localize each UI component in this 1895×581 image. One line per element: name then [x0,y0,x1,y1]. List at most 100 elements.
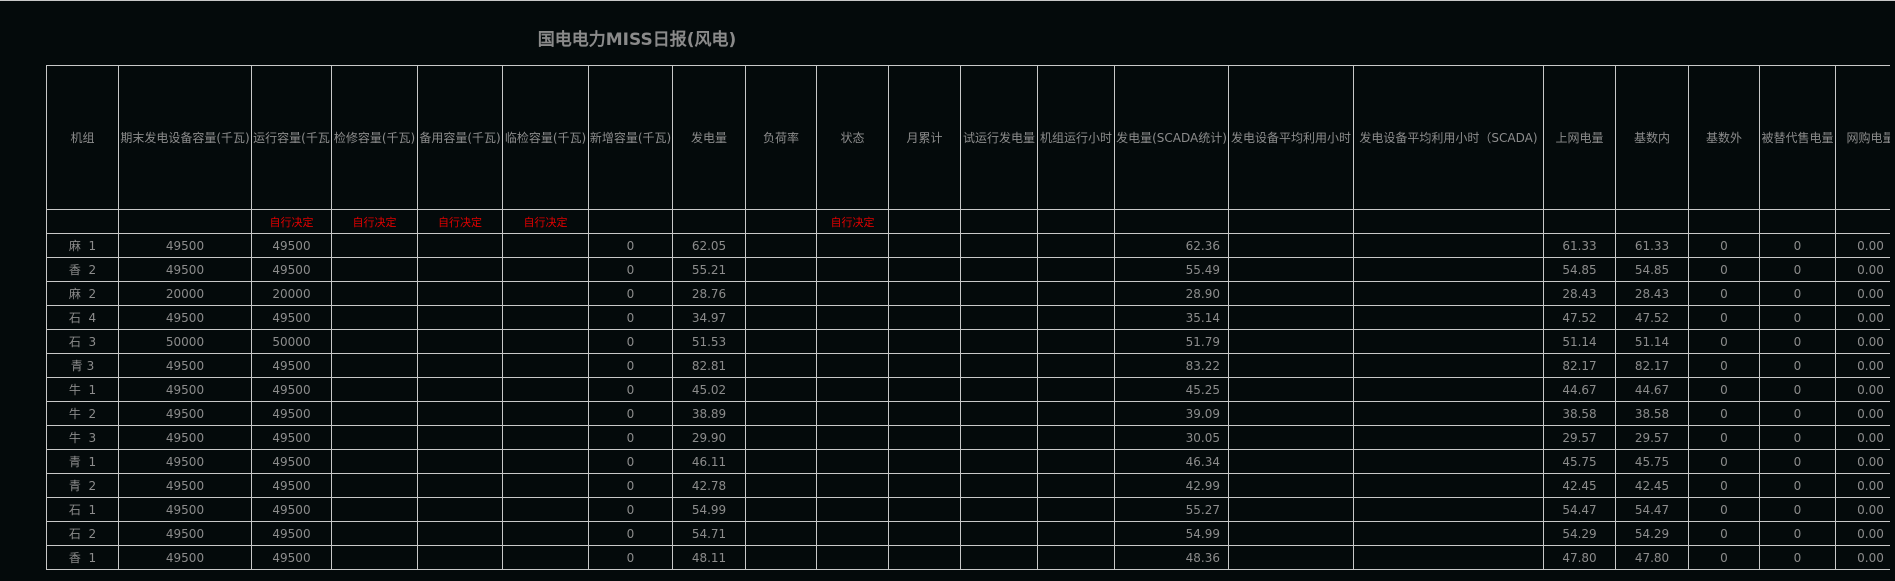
table-cell[interactable] [417,449,503,474]
table-cell[interactable]: 0.00 [1835,521,1890,546]
table-cell[interactable]: 29.90 [672,425,746,450]
table-cell[interactable] [502,545,589,570]
table-cell[interactable] [1037,401,1115,426]
table-cell[interactable] [888,497,961,522]
table-cell[interactable]: 0 [1759,473,1836,498]
table-cell[interactable] [745,353,817,378]
table-cell[interactable] [745,497,817,522]
table-cell[interactable]: 0 [588,329,673,354]
table-cell[interactable] [417,425,503,450]
table-cell[interactable]: 48.11 [672,545,746,570]
table-cell[interactable] [1037,473,1115,498]
table-cell[interactable] [331,473,418,498]
table-cell[interactable] [745,449,817,474]
table-cell[interactable] [816,281,889,306]
table-cell[interactable]: 34.97 [672,305,746,330]
table-cell[interactable] [888,449,961,474]
table-cell[interactable]: 0.00 [1835,257,1890,282]
table-cell[interactable]: 49500 [118,305,252,330]
table-cell[interactable] [1353,281,1544,306]
table-cell[interactable] [417,353,503,378]
table-cell[interactable] [417,329,503,354]
table-cell[interactable] [417,257,503,282]
table-cell[interactable]: 0 [1759,425,1836,450]
table-cell[interactable] [1353,257,1544,282]
table-cell[interactable] [1037,521,1115,546]
table-cell[interactable]: 49500 [118,377,252,402]
table-cell[interactable]: 49500 [251,449,332,474]
table-cell[interactable]: 0.00 [1835,329,1890,354]
unit-name-cell[interactable]: 麻 1 [46,233,119,258]
table-cell[interactable]: 0 [1759,257,1836,282]
table-cell[interactable] [502,449,589,474]
table-cell[interactable] [888,329,961,354]
table-cell[interactable]: 0 [1759,545,1836,570]
table-cell[interactable] [502,257,589,282]
unit-name-cell[interactable]: 石 2 [46,521,119,546]
table-cell[interactable] [417,473,503,498]
table-cell[interactable] [1353,425,1544,450]
table-cell[interactable] [502,353,589,378]
table-cell[interactable] [960,521,1038,546]
table-cell[interactable] [502,305,589,330]
table-cell[interactable]: 49500 [251,233,332,258]
table-cell[interactable]: 38.58 [1543,401,1616,426]
table-cell[interactable]: 82.17 [1543,353,1616,378]
table-cell[interactable]: 62.36 [1114,233,1229,258]
table-cell[interactable]: 82.17 [1615,353,1689,378]
table-cell[interactable] [331,401,418,426]
table-cell[interactable]: 0 [1759,401,1836,426]
table-cell[interactable]: 0.00 [1835,305,1890,330]
table-cell[interactable]: 45.25 [1114,377,1229,402]
table-cell[interactable]: 0 [1688,281,1760,306]
table-cell[interactable]: 45.02 [672,377,746,402]
table-cell[interactable] [502,521,589,546]
table-cell[interactable] [502,497,589,522]
table-cell[interactable] [1037,257,1115,282]
table-cell[interactable]: 49500 [118,401,252,426]
table-cell[interactable]: 0.00 [1835,545,1890,570]
table-cell[interactable] [417,401,503,426]
table-cell[interactable]: 0 [588,257,673,282]
table-cell[interactable] [960,473,1038,498]
table-cell[interactable]: 49500 [118,497,252,522]
table-cell[interactable]: 49500 [251,257,332,282]
table-cell[interactable] [331,425,418,450]
table-cell[interactable] [745,401,817,426]
table-cell[interactable] [816,353,889,378]
table-cell[interactable]: 54.85 [1615,257,1689,282]
table-cell[interactable] [816,497,889,522]
table-cell[interactable] [816,401,889,426]
table-cell[interactable]: 42.45 [1615,473,1689,498]
table-cell[interactable]: 0 [588,233,673,258]
unit-name-cell[interactable]: 牛 2 [46,401,119,426]
table-cell[interactable] [331,257,418,282]
table-cell[interactable] [417,233,503,258]
table-cell[interactable]: 47.52 [1615,305,1689,330]
table-cell[interactable] [331,281,418,306]
table-cell[interactable] [960,281,1038,306]
table-cell[interactable] [1228,545,1354,570]
table-cell[interactable]: 61.33 [1615,233,1689,258]
table-cell[interactable] [1353,329,1544,354]
table-cell[interactable]: 0 [1688,353,1760,378]
table-cell[interactable]: 0 [1759,305,1836,330]
table-cell[interactable]: 0.00 [1835,425,1890,450]
table-cell[interactable] [1228,377,1354,402]
table-cell[interactable] [1353,401,1544,426]
table-cell[interactable] [888,401,961,426]
table-cell[interactable] [745,329,817,354]
table-cell[interactable]: 54.29 [1543,521,1616,546]
table-cell[interactable]: 46.34 [1114,449,1229,474]
table-cell[interactable]: 38.58 [1615,401,1689,426]
table-cell[interactable]: 0 [588,353,673,378]
table-cell[interactable]: 0 [1759,233,1836,258]
table-cell[interactable]: 49500 [251,545,332,570]
table-cell[interactable] [1353,305,1544,330]
table-cell[interactable]: 0 [1688,473,1760,498]
unit-name-cell[interactable]: 青 1 [46,449,119,474]
report-table-container[interactable]: 机组 期末发电设备容量(千瓦) 运行容量(千瓦 检修容量(千瓦) 备用容量(千瓦) 临检容… [46,65,1890,570]
table-cell[interactable] [1037,353,1115,378]
table-cell[interactable] [960,497,1038,522]
table-cell[interactable] [1037,449,1115,474]
